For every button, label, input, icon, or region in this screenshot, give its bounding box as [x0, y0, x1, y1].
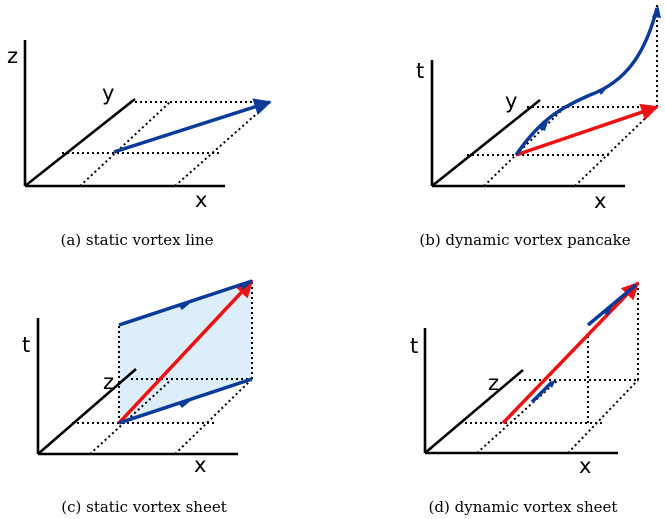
segment-arrowheads — [548, 307, 612, 388]
horizontal-axis-label: x — [195, 188, 207, 212]
axes — [430, 60, 625, 188]
horizontal-axis-label: x — [194, 453, 206, 477]
vertical-axis-label: t — [416, 59, 424, 83]
panel-b: t y x (b) dynamic vortex pancake — [416, 5, 661, 249]
caption: (a) static vortex line — [60, 231, 213, 249]
axes — [423, 328, 618, 455]
vortex-upper-segment — [586, 283, 638, 327]
dotted-guides — [467, 5, 658, 187]
depth-axis — [424, 369, 524, 454]
trajectory-arrowheads — [538, 5, 661, 131]
depth-axis-label: z — [488, 371, 499, 395]
vortex-lower-segment — [530, 380, 554, 404]
vertical-axis-label: z — [7, 44, 18, 68]
depth-axis — [24, 97, 136, 188]
depth-axis-label: y — [102, 81, 114, 105]
vortex-line-arrow — [113, 98, 272, 154]
caption: (c) static vortex sheet — [61, 498, 226, 516]
vortex-red-arrow — [515, 103, 659, 157]
horizontal-axis-label: x — [594, 189, 606, 213]
panel-c: t z x (c) static vortex sheet — [22, 279, 254, 516]
depth-axis-label: z — [103, 370, 114, 394]
vertical-axis-label: t — [22, 333, 30, 357]
caption: (d) dynamic vortex sheet — [429, 498, 618, 516]
depth-axis — [37, 368, 137, 455]
depth-axis — [431, 98, 541, 188]
vortex-red-arrow — [501, 281, 640, 425]
caption: (b) dynamic vortex pancake — [419, 231, 630, 249]
vertical-axis-label: t — [410, 334, 418, 358]
panel-d: t z x (d) dynamic vortex sheet — [410, 281, 640, 516]
edge-arrowheads — [178, 281, 253, 408]
horizontal-axis-label: x — [579, 454, 591, 478]
axes — [36, 318, 238, 456]
dotted-guides — [62, 101, 271, 187]
vortex-red-arrow — [117, 279, 254, 425]
axes — [23, 40, 225, 188]
panel-a: z y x (a) static vortex line — [7, 40, 272, 249]
depth-axis-label: y — [505, 89, 517, 113]
